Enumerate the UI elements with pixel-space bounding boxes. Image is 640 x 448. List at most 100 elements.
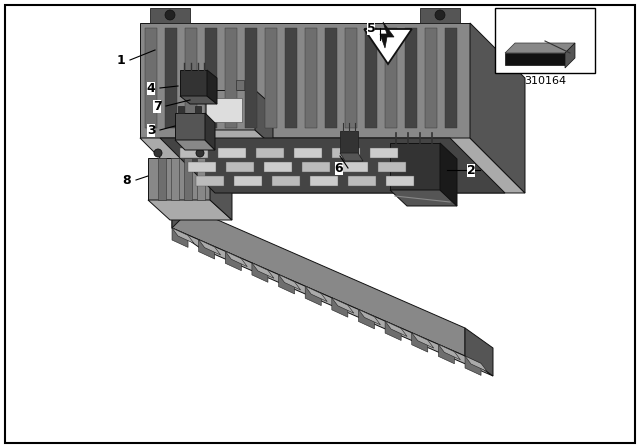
Polygon shape (180, 148, 208, 158)
Polygon shape (172, 228, 493, 376)
Polygon shape (171, 158, 179, 200)
Polygon shape (148, 200, 232, 220)
Text: 5: 5 (367, 22, 376, 34)
Polygon shape (148, 158, 210, 200)
Polygon shape (340, 131, 358, 153)
Polygon shape (198, 240, 214, 259)
Polygon shape (390, 190, 457, 206)
Circle shape (435, 10, 445, 20)
Circle shape (196, 149, 204, 157)
Polygon shape (172, 228, 194, 243)
Polygon shape (140, 138, 525, 193)
Polygon shape (390, 143, 440, 190)
Polygon shape (252, 263, 268, 282)
Polygon shape (278, 275, 301, 290)
Polygon shape (225, 28, 237, 128)
Text: 7: 7 (152, 99, 161, 112)
Polygon shape (256, 148, 284, 158)
Polygon shape (294, 148, 322, 158)
Polygon shape (340, 162, 368, 172)
Polygon shape (465, 356, 487, 371)
Polygon shape (386, 176, 414, 186)
Polygon shape (305, 28, 317, 128)
Polygon shape (185, 28, 197, 128)
Polygon shape (358, 310, 381, 325)
Polygon shape (465, 328, 493, 376)
Polygon shape (205, 28, 217, 128)
Polygon shape (175, 113, 205, 140)
Polygon shape (206, 98, 242, 122)
Polygon shape (145, 28, 157, 128)
Polygon shape (420, 8, 460, 23)
Polygon shape (345, 28, 357, 128)
Polygon shape (172, 192, 180, 228)
Polygon shape (197, 158, 205, 200)
Text: 2: 2 (467, 164, 476, 177)
Polygon shape (385, 321, 401, 340)
Polygon shape (205, 113, 215, 150)
Polygon shape (180, 70, 207, 96)
Polygon shape (165, 28, 177, 128)
Polygon shape (364, 29, 412, 64)
Text: 8: 8 (123, 173, 131, 186)
Polygon shape (378, 162, 406, 172)
Polygon shape (150, 8, 190, 23)
Polygon shape (264, 162, 292, 172)
Polygon shape (210, 158, 232, 220)
Polygon shape (218, 148, 246, 158)
Polygon shape (188, 162, 216, 172)
Polygon shape (198, 240, 221, 255)
Polygon shape (440, 143, 457, 206)
Polygon shape (505, 43, 575, 53)
Polygon shape (195, 106, 201, 113)
Polygon shape (225, 251, 241, 271)
Polygon shape (192, 130, 273, 146)
Polygon shape (438, 345, 454, 364)
Polygon shape (225, 251, 247, 267)
Polygon shape (332, 298, 348, 317)
Polygon shape (412, 333, 428, 352)
Polygon shape (465, 356, 481, 375)
Polygon shape (226, 162, 254, 172)
Polygon shape (184, 158, 192, 200)
Polygon shape (470, 23, 525, 193)
Polygon shape (175, 140, 215, 150)
Polygon shape (305, 286, 327, 302)
Text: 3: 3 (147, 124, 156, 137)
Polygon shape (234, 176, 262, 186)
Polygon shape (255, 90, 273, 146)
Polygon shape (285, 28, 297, 128)
Bar (495, 8, 595, 73)
Polygon shape (385, 321, 407, 336)
Polygon shape (445, 28, 457, 128)
Polygon shape (348, 176, 376, 186)
Polygon shape (140, 23, 470, 138)
Polygon shape (245, 28, 257, 128)
Polygon shape (207, 70, 217, 104)
Polygon shape (340, 153, 363, 161)
Circle shape (165, 10, 175, 20)
Polygon shape (405, 28, 417, 128)
Polygon shape (370, 148, 398, 158)
Polygon shape (172, 228, 188, 247)
Polygon shape (265, 28, 277, 128)
Text: 310164: 310164 (524, 76, 566, 86)
Polygon shape (278, 275, 294, 294)
Text: 1: 1 (116, 53, 125, 66)
Polygon shape (358, 310, 374, 329)
Polygon shape (201, 80, 209, 90)
Polygon shape (180, 96, 217, 104)
Polygon shape (380, 22, 394, 48)
Text: 6: 6 (335, 161, 343, 175)
Polygon shape (172, 200, 465, 356)
Text: 4: 4 (147, 82, 156, 95)
Circle shape (154, 149, 162, 157)
Polygon shape (236, 80, 244, 90)
Polygon shape (438, 345, 460, 360)
Polygon shape (302, 162, 330, 172)
Polygon shape (252, 263, 274, 278)
Polygon shape (192, 90, 255, 130)
Polygon shape (425, 28, 437, 128)
Polygon shape (160, 138, 505, 193)
Polygon shape (332, 298, 354, 313)
